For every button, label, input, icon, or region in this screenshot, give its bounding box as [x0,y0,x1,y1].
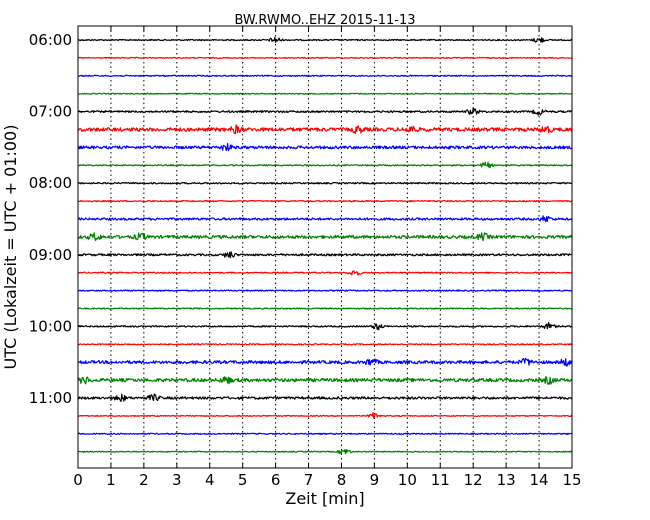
x-tick-label: 15 [562,471,581,489]
trace-line [77,393,573,403]
x-tick-label: 4 [205,471,215,489]
trace-line [77,56,573,59]
trace-line [77,161,573,169]
x-tick-label: 8 [337,471,347,489]
trace-line [77,289,573,292]
trace-line [77,124,573,135]
trace-line [77,36,573,43]
y-tick-label: 11:00 [29,389,72,407]
trace-line [77,181,573,185]
x-tick-label: 7 [304,471,314,489]
trace-line [77,322,573,331]
x-tick-label: 13 [497,471,516,489]
trace-line [77,357,573,367]
trace-line [77,107,573,116]
trace-line [77,232,573,242]
trace-line [77,215,573,223]
trace-line [77,92,573,95]
x-tick-label: 6 [271,471,281,489]
x-tick-label: 0 [73,471,83,489]
x-tick-label: 1 [106,471,116,489]
y-tick-label: 08:00 [29,174,72,192]
chart-title: BW.RWMO..EHZ 2015-11-13 [234,13,415,28]
x-tick-label: 5 [238,471,248,489]
x-tick-label: 10 [398,471,417,489]
trace-line [77,74,573,77]
trace-line [77,270,573,276]
y-tick-label: 06:00 [29,31,72,49]
trace-line [77,432,573,435]
y-axis-ticks: 06:00 07:00 08:00 09:00 10:00 11:00 [29,31,84,407]
x-tick-label: 12 [464,471,483,489]
trace-line [78,307,573,310]
trace-line [77,412,573,419]
x-axis-ticks: 0 1 2 3 4 5 6 7 8 9 10 11 12 13 14 15 [73,26,582,489]
trace-line [77,143,573,152]
trace-line [77,343,573,346]
x-tick-label: 3 [172,471,182,489]
seismogram-traces [77,36,573,455]
y-tick-label: 07:00 [29,103,72,121]
trace-line [77,251,573,259]
trace-line [77,199,573,203]
plot-frame [77,25,573,469]
trace-line [77,448,573,455]
x-tick-label: 11 [431,471,450,489]
vertical-grid [110,26,540,468]
x-axis-label: Zeit [min] [285,489,364,508]
x-tick-label: 9 [370,471,380,489]
y-axis-label: UTC (Lokalzeit = UTC + 01:00) [1,125,20,370]
x-tick-label: 14 [530,471,549,489]
trace-line [77,376,573,385]
x-tick-label: 2 [139,471,149,489]
y-tick-label: 10:00 [29,317,72,335]
y-tick-label: 09:00 [29,246,72,264]
